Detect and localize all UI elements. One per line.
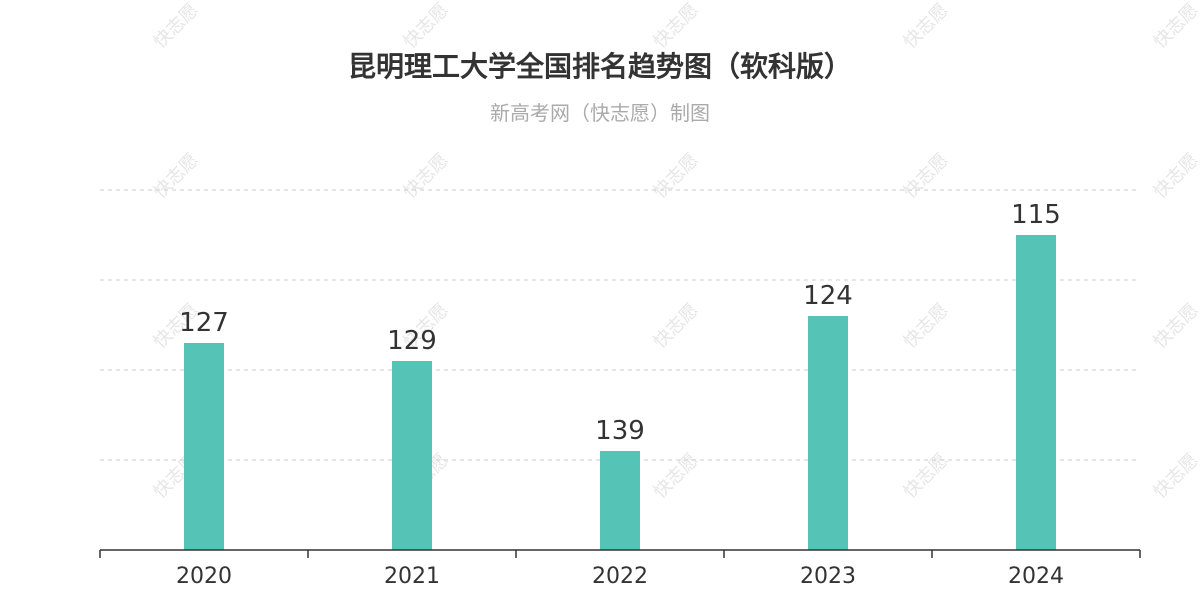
x-tick-label-2022: 2022 xyxy=(592,564,648,589)
watermark-text: 快志愿 xyxy=(900,150,953,203)
watermark-text: 快志愿 xyxy=(400,150,453,203)
watermark-text: 快志愿 xyxy=(900,450,953,503)
bar-2020 xyxy=(184,343,224,550)
x-tick-label-2023: 2023 xyxy=(800,564,856,589)
x-axis-labels: 2020 2021 2022 2023 2024 xyxy=(176,564,1064,589)
value-label-2023: 124 xyxy=(803,281,853,311)
watermark-text: 快志愿 xyxy=(400,0,453,53)
x-tick-label-2020: 2020 xyxy=(176,564,232,589)
watermark-text: 快志愿 xyxy=(1150,0,1200,53)
watermark-text: 快志愿 xyxy=(1150,300,1200,353)
watermark-text: 快志愿 xyxy=(150,150,203,203)
watermark-text: 快志愿 xyxy=(650,450,703,503)
watermark-text: 快志愿 xyxy=(650,0,703,53)
bars xyxy=(184,235,1056,550)
watermark-text: 快志愿 xyxy=(650,150,703,203)
chart-subtitle: 新高考网（快志愿）制图 xyxy=(490,101,710,125)
bar-2022 xyxy=(600,451,640,550)
bar-2023 xyxy=(808,316,848,550)
watermark-text: 快志愿 xyxy=(1150,450,1200,503)
value-label-2024: 115 xyxy=(1011,200,1061,230)
watermark-text: 快志愿 xyxy=(650,300,703,353)
watermark-text: 快志愿 xyxy=(900,300,953,353)
x-tick-label-2024: 2024 xyxy=(1008,564,1064,589)
chart-title: 昆明理工大学全国排名趋势图（软科版） xyxy=(348,50,852,83)
watermark-text: 快志愿 xyxy=(900,0,953,53)
watermark-text: 快志愿 xyxy=(1150,150,1200,203)
value-label-2020: 127 xyxy=(179,308,229,338)
value-label-2021: 129 xyxy=(387,326,437,356)
watermark-text: 快志愿 xyxy=(150,0,203,53)
value-label-2022: 139 xyxy=(595,416,645,446)
x-axis-ticks xyxy=(99,550,1141,558)
x-tick-label-2021: 2021 xyxy=(384,564,440,589)
value-labels: 127 129 139 124 115 xyxy=(179,200,1061,446)
bar-2024 xyxy=(1016,235,1056,550)
bar-2021 xyxy=(392,361,432,550)
